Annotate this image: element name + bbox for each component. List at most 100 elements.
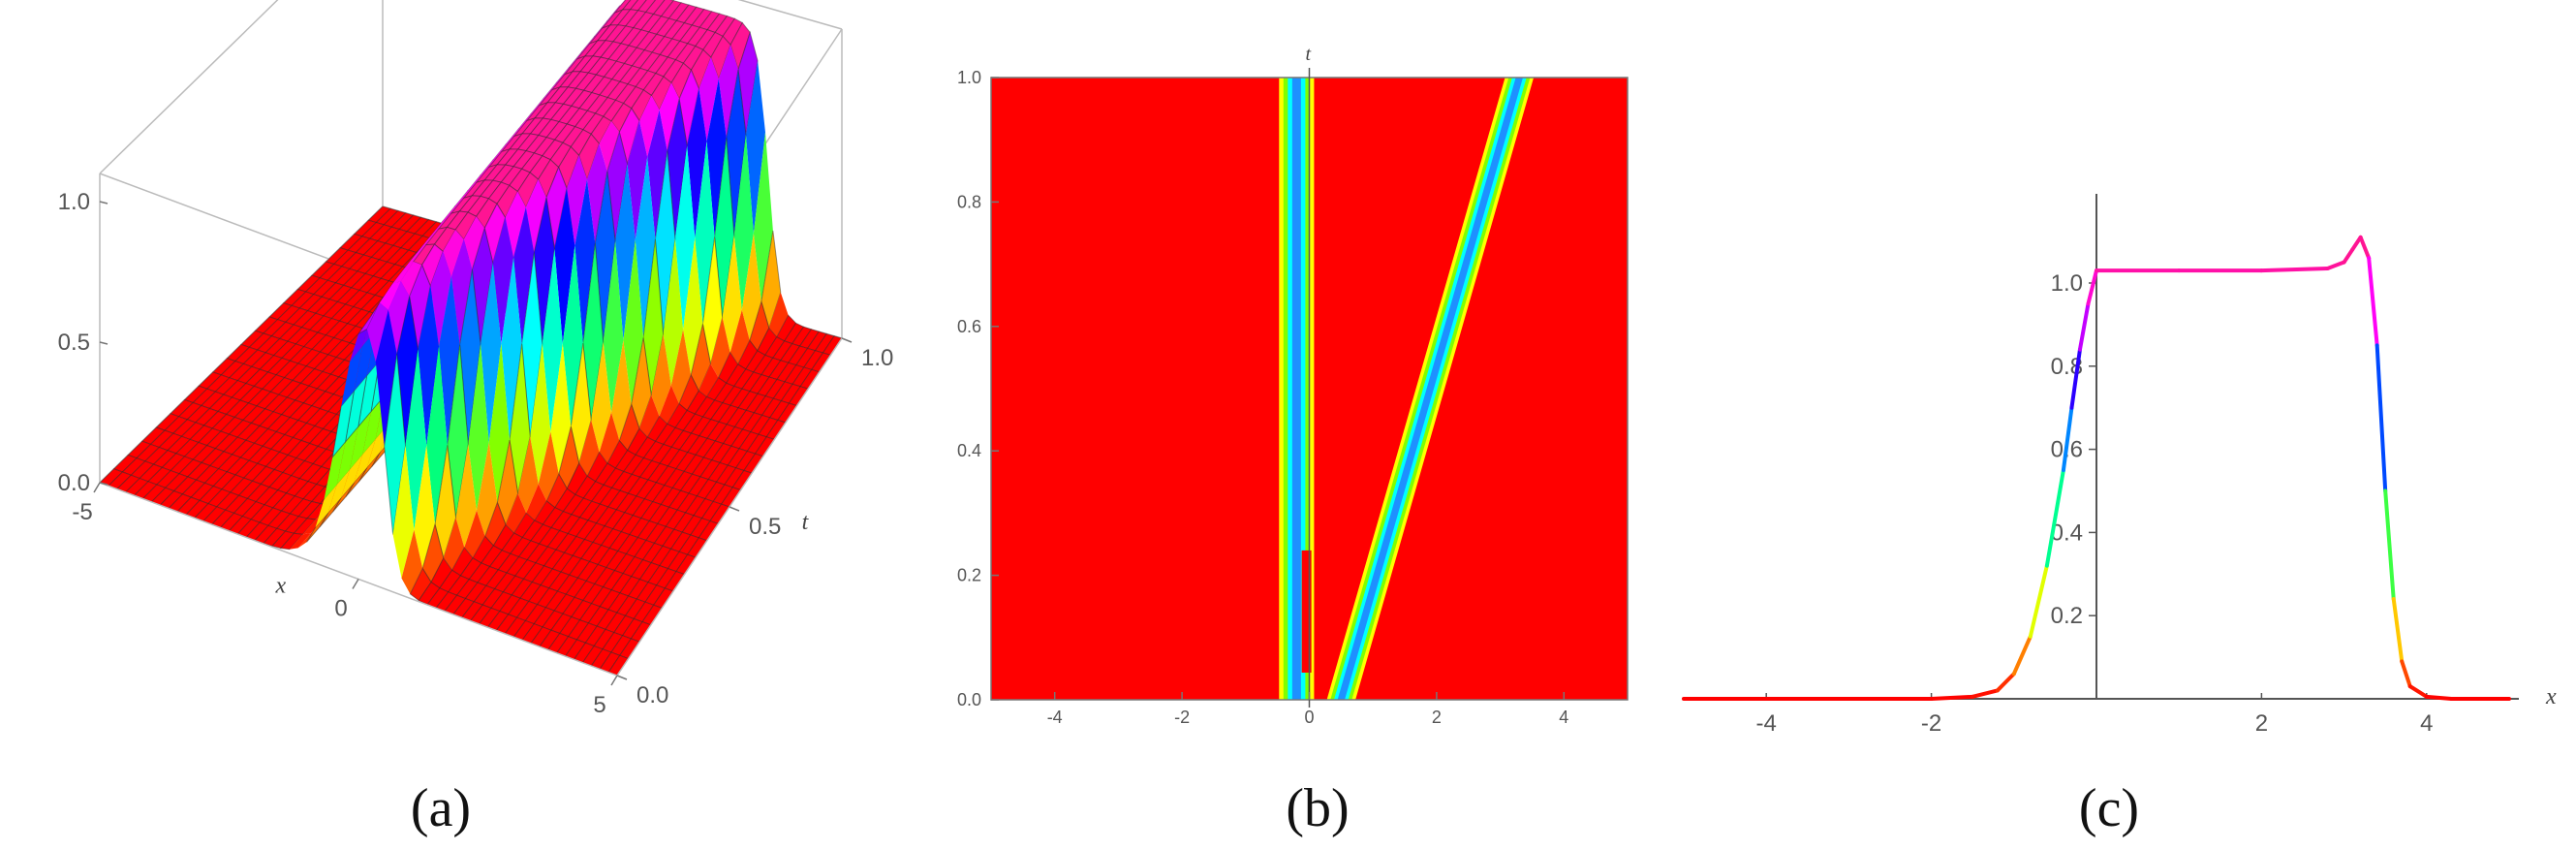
y-tick-label: 0.2 [957, 566, 981, 585]
x-tick-label: -2 [1174, 708, 1190, 727]
y-tick-label: 0.0 [957, 690, 981, 709]
surface-patch [698, 57, 719, 142]
curve-segment [1971, 688, 2000, 699]
surface-patch [554, 188, 575, 344]
surface-patch [392, 445, 415, 579]
surface-patch [659, 385, 679, 425]
x-tick-label: -2 [1921, 710, 1941, 737]
surface-patch [450, 239, 473, 345]
curve-segment [1995, 672, 2016, 693]
curve-segment [2358, 235, 2372, 261]
surface-patch [574, 179, 596, 344]
surface-patch [594, 13, 615, 37]
surface-patch [722, 235, 742, 353]
surface-patch [542, 248, 563, 432]
surface-patch [464, 510, 485, 558]
surface-patch [366, 302, 388, 362]
surface-patch [599, 121, 620, 172]
curve-segment [2077, 301, 2091, 352]
surface-patch [531, 89, 552, 113]
surface-patch [405, 244, 426, 268]
surface-patch [556, 58, 577, 83]
curve-segment [2374, 343, 2388, 493]
x-tick-mark [93, 482, 101, 493]
surface-patch [674, 145, 696, 331]
surface-patch [530, 343, 551, 485]
x-tick-label: -4 [1047, 708, 1063, 727]
z-tick-label: 1.0 [58, 189, 90, 215]
surface-patch [315, 485, 337, 528]
surface-patch [388, 281, 410, 355]
surface-patch [586, 143, 607, 243]
surface-patch [392, 261, 414, 285]
curve-segment [2028, 563, 2049, 639]
surface-patch [562, 245, 583, 427]
surface-patch [400, 261, 422, 297]
contour-band-left [1291, 78, 1301, 700]
surface-patch [733, 134, 754, 310]
surface-patch [569, 43, 590, 68]
curve-segment [2367, 256, 2379, 348]
surface-patch [768, 292, 789, 337]
surface-patch [468, 167, 489, 191]
x-tick-mark [352, 579, 359, 589]
surface-patch [430, 251, 451, 347]
surface-patch [543, 74, 565, 98]
t-tick-label: 0.0 [636, 682, 668, 708]
t-tick-label: 0.5 [749, 514, 781, 540]
surface-patch [362, 395, 385, 455]
x-tick-mark [610, 675, 618, 686]
surface-patch [375, 309, 397, 447]
x-axis-label: x [2545, 684, 2557, 709]
surface-patch [651, 333, 671, 417]
surface-patch [506, 120, 527, 144]
surface-patch [745, 60, 765, 234]
surface-patch [518, 105, 540, 129]
surface-patch [621, 0, 639, 11]
surface-patch [401, 529, 423, 594]
surface-patch [341, 345, 363, 407]
surface-patch [525, 178, 546, 253]
x-tick-label: 0 [1304, 708, 1314, 727]
x-tick-label: -4 [1756, 710, 1777, 737]
y-tick-label: 0.2 [2051, 603, 2083, 629]
curve-segment [2325, 260, 2346, 270]
surface-patch [513, 206, 535, 344]
surface-patch [741, 233, 761, 341]
surface-patch [414, 445, 435, 569]
curve-segment [2069, 347, 2082, 410]
surface-patch [506, 493, 527, 534]
t-tick-mark [729, 506, 740, 512]
contour-core-left [1301, 550, 1312, 673]
curve-segment [2350, 235, 2363, 252]
curve-segment [2061, 405, 2074, 473]
x-tick-label: 4 [1559, 708, 1568, 727]
surface-patch [455, 182, 477, 206]
caption-c: (c) [2079, 778, 2139, 838]
y-tick-label: 1.0 [957, 68, 981, 87]
surface-patch [366, 424, 388, 468]
surface-patch [327, 469, 350, 513]
z-tick-label: 0.0 [58, 470, 90, 496]
surface-patch [379, 281, 401, 310]
surface-patch [336, 426, 358, 486]
surface-patch [488, 343, 510, 503]
surface-patch [324, 441, 346, 500]
curve-segment [2259, 266, 2330, 273]
surface-patch [639, 95, 660, 157]
surface-patch [405, 349, 427, 530]
surface-patch [591, 342, 611, 453]
caption-b: (b) [1286, 778, 1349, 838]
surface-patch [623, 239, 644, 405]
surface-patch [635, 156, 656, 338]
t-tick-mark [841, 337, 853, 343]
surface-patch [501, 257, 522, 441]
surface-patch [611, 340, 632, 441]
surface-patch [493, 136, 514, 160]
y-tick-label: 0.4 [957, 441, 981, 460]
contour-band-right [1337, 78, 1524, 700]
surface-patch [695, 141, 715, 325]
x-tick-label: 2 [2255, 710, 2268, 737]
surface-patch [663, 238, 684, 386]
x-tick-label: 5 [593, 692, 605, 718]
